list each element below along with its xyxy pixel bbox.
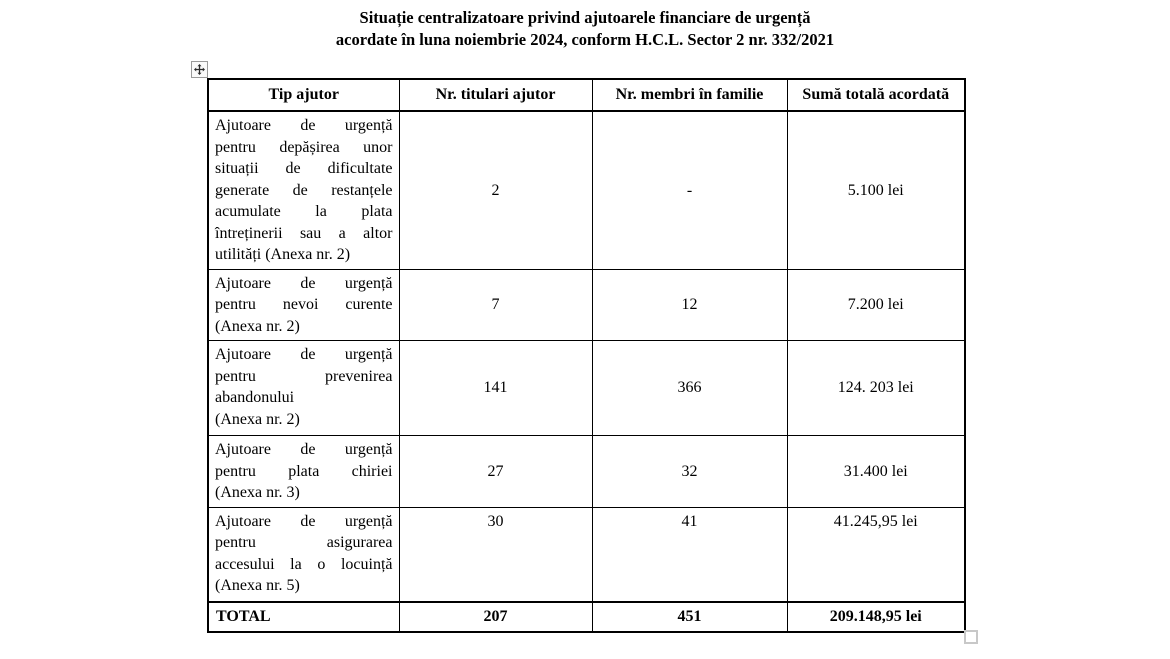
document-title: Situație centralizatoare privind ajutoar…: [0, 7, 1170, 51]
cell-suma-totala[interactable]: 41.245,95 lei: [786, 506, 966, 603]
cell-suma-totala[interactable]: 5.100 lei: [786, 110, 966, 270]
table-row-1: Ajutoare de urgență pentru depășirea unor…: [207, 110, 966, 270]
table-header-row: Tip ajutor Nr. titulari ajutor Nr. membr…: [207, 78, 966, 112]
cell-nr-membri[interactable]: -: [591, 110, 788, 270]
header-nr-membri[interactable]: Nr. membri în familie: [591, 78, 788, 112]
cell-nr-membri[interactable]: 41: [591, 506, 788, 603]
cell-suma-totala[interactable]: 7.200 lei: [786, 268, 966, 341]
cell-tip-ajutor[interactable]: Ajutoare de urgență pentru plata chiriei(…: [207, 435, 400, 508]
title-line-1: Situație centralizatoare privind ajutoar…: [359, 8, 811, 27]
cell-nr-membri[interactable]: 12: [591, 268, 788, 341]
table-row-2: Ajutoare de urgență pentru nevoi curente(…: [207, 268, 966, 341]
header-nr-titulari[interactable]: Nr. titulari ajutor: [398, 78, 593, 112]
cell-suma-totala[interactable]: 31.400 lei: [786, 435, 966, 508]
cell-tip-ajutor[interactable]: Ajutoare de urgență pentru prevenirea aban…: [207, 340, 400, 436]
title-line-2: acordate în luna noiembrie 2024, conform…: [335, 30, 835, 49]
cell-tip-ajutor[interactable]: Ajutoare de urgență pentru asigurarea acce…: [207, 506, 400, 603]
cell-nr-membri[interactable]: 32: [591, 435, 788, 508]
table-row-4: Ajutoare de urgență pentru plata chiriei(…: [207, 435, 966, 508]
cell-nr-titulari[interactable]: 27: [398, 435, 593, 508]
cell-suma-totala[interactable]: 124. 203 lei: [786, 340, 966, 436]
cell-nr-membri[interactable]: 366: [591, 340, 788, 436]
table-move-handle[interactable]: [191, 61, 208, 78]
cell-tip-ajutor[interactable]: Ajutoare de urgență pentru depășirea unor…: [207, 110, 400, 270]
aid-summary-table: Tip ajutor Nr. titulari ajutor Nr. membr…: [207, 78, 966, 633]
total-label[interactable]: TOTAL: [207, 601, 400, 633]
header-suma-totala[interactable]: Sumă totală acordată: [786, 78, 966, 112]
cell-nr-titulari[interactable]: 30: [398, 506, 593, 603]
cell-nr-titulari[interactable]: 7: [398, 268, 593, 341]
table-row-5: Ajutoare de urgență pentru asigurarea acce…: [207, 506, 966, 603]
table-resize-handle[interactable]: [964, 630, 978, 644]
cell-nr-titulari[interactable]: 2: [398, 110, 593, 270]
table-row-3: Ajutoare de urgență pentru prevenirea aban…: [207, 340, 966, 436]
table-total-row: TOTAL 207 451 209.148,95 lei: [207, 601, 966, 633]
cell-nr-titulari[interactable]: 141: [398, 340, 593, 436]
cell-tip-ajutor[interactable]: Ajutoare de urgență pentru nevoi curente(…: [207, 268, 400, 341]
four-way-move-icon: [194, 64, 205, 75]
total-nr-membri[interactable]: 451: [591, 601, 788, 633]
header-tip-ajutor[interactable]: Tip ajutor: [207, 78, 400, 112]
total-nr-titulari[interactable]: 207: [398, 601, 593, 633]
total-suma-totala[interactable]: 209.148,95 lei: [786, 601, 966, 633]
